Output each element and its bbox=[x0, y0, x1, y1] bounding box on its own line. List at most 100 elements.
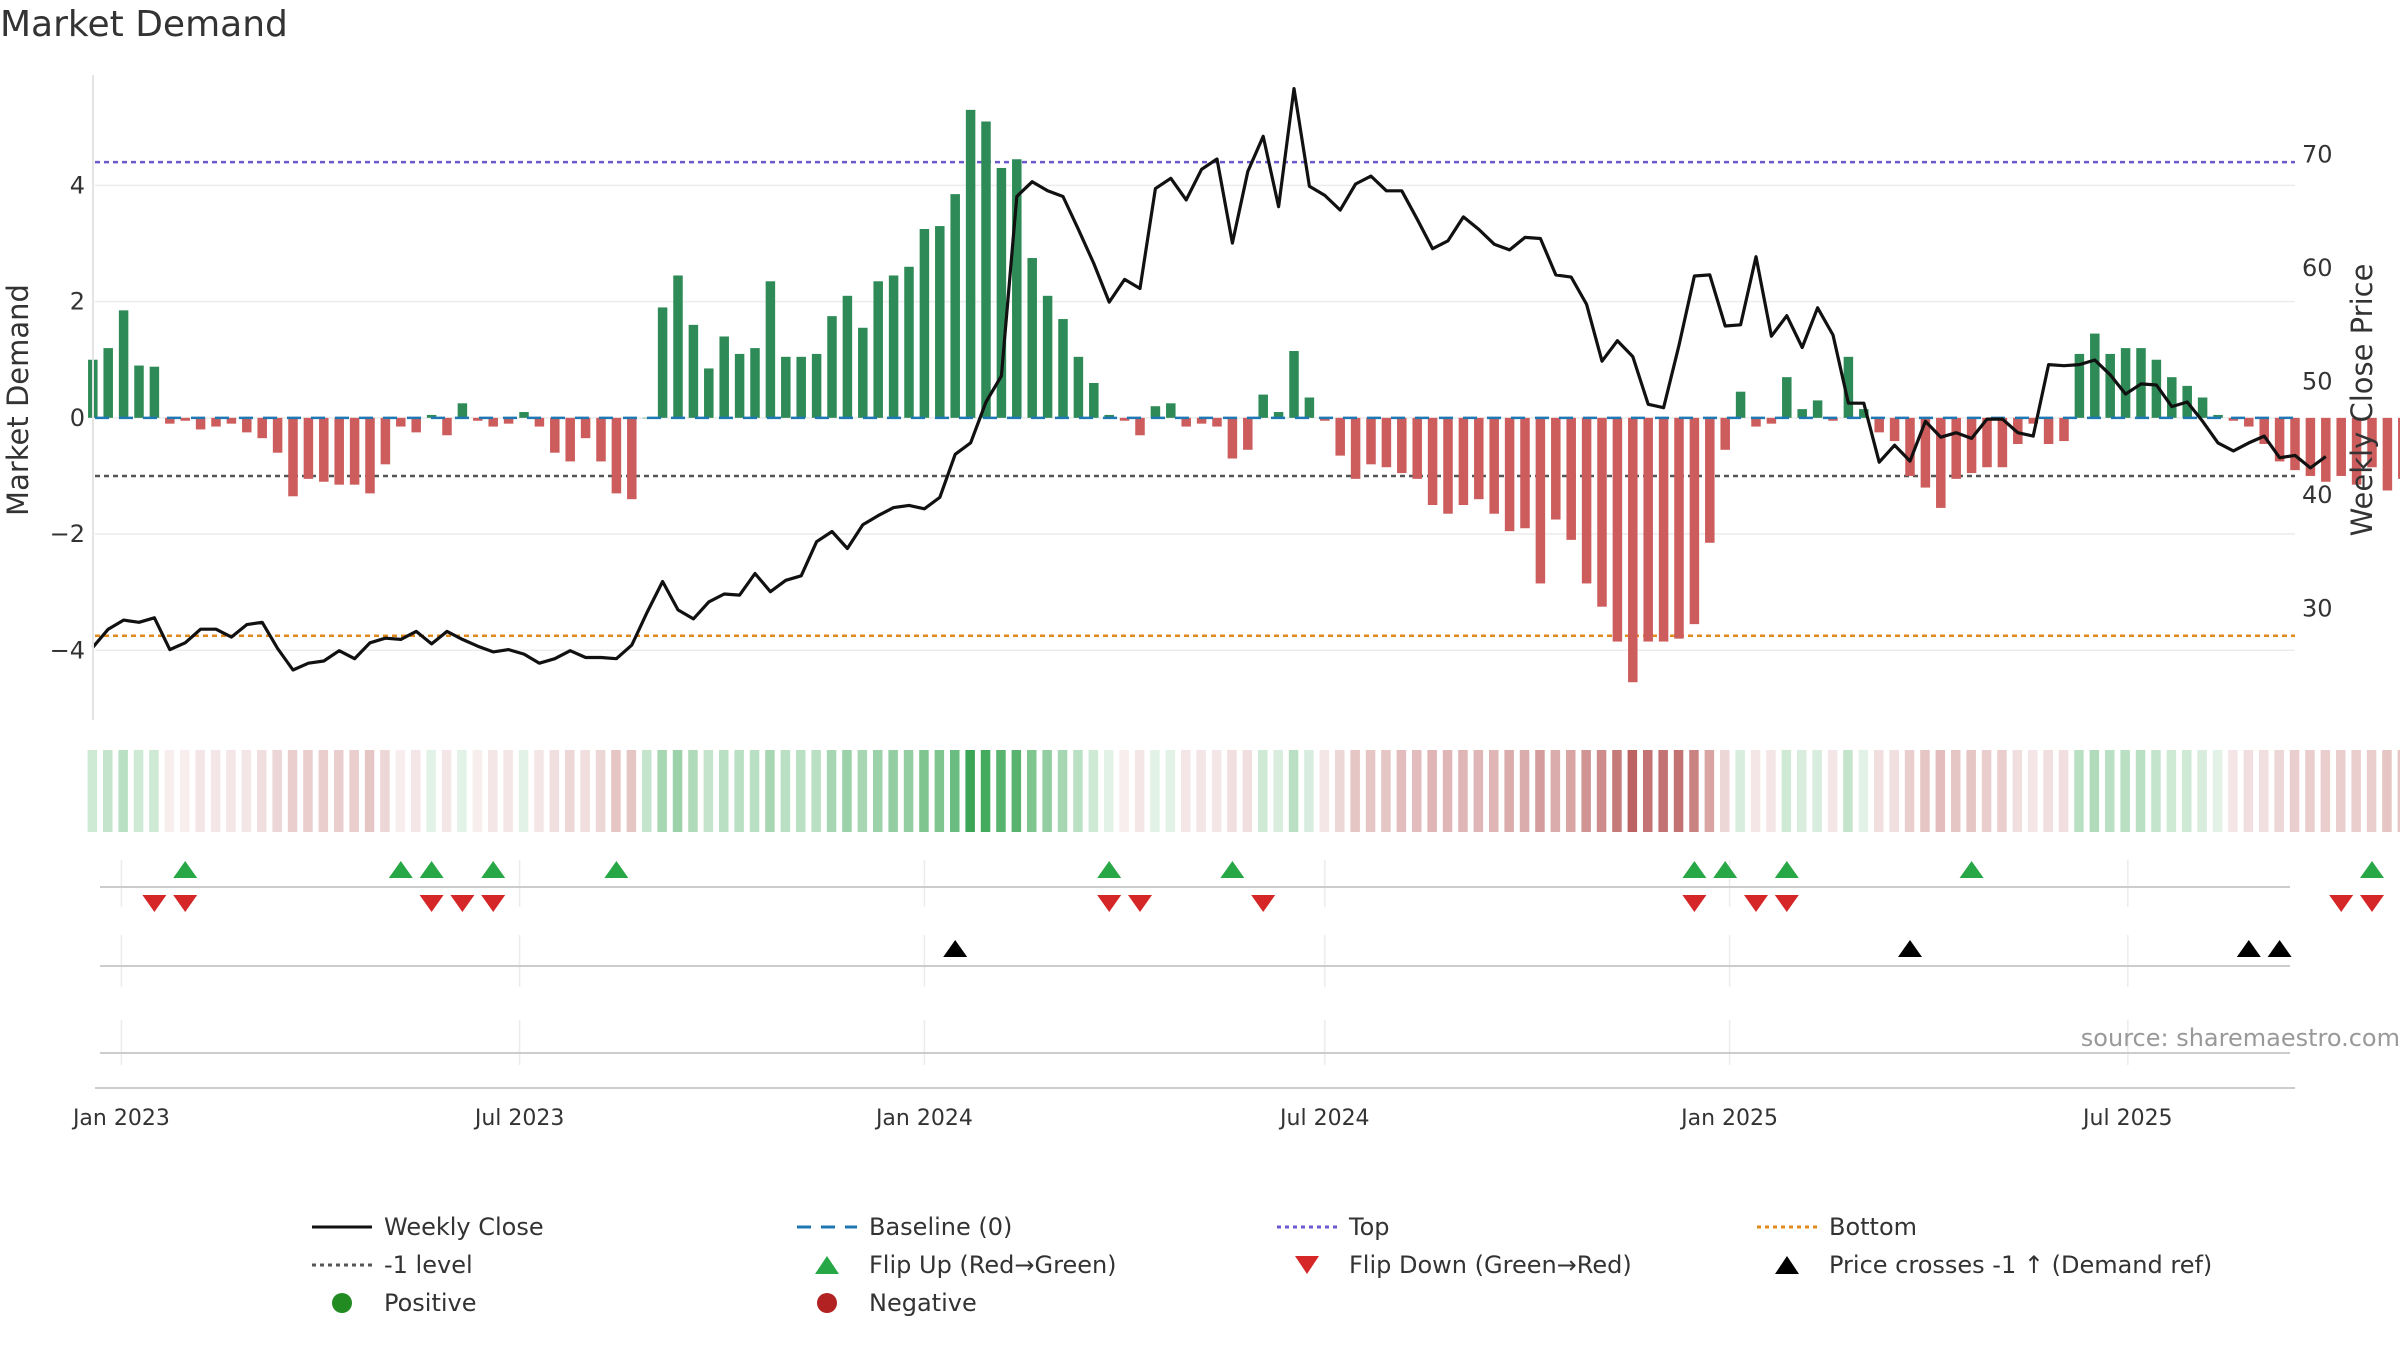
heat-cell bbox=[965, 750, 975, 832]
flip-down-marker bbox=[1097, 895, 1122, 912]
price-cross-marker bbox=[2236, 940, 2261, 957]
flip-up-marker bbox=[419, 861, 444, 878]
heat-cell bbox=[2074, 750, 2084, 832]
demand-bar bbox=[873, 281, 883, 418]
legend-item-minus1: -1 level bbox=[300, 1246, 473, 1284]
heat-cell bbox=[1889, 750, 1899, 832]
demand-bar bbox=[796, 356, 806, 418]
heat-cell bbox=[1119, 750, 1129, 832]
heat-cell bbox=[642, 750, 652, 832]
demand-bar bbox=[965, 109, 976, 418]
heat-cell bbox=[1627, 750, 1638, 832]
flip-up-marker bbox=[604, 861, 629, 878]
heat-cell bbox=[318, 750, 329, 832]
demand-bar bbox=[2244, 417, 2254, 427]
heat-cell bbox=[688, 750, 698, 832]
demand-bar bbox=[919, 228, 930, 418]
flip-down-marker bbox=[450, 895, 475, 912]
demand-bar bbox=[365, 417, 375, 494]
demand-bar bbox=[811, 353, 822, 418]
legend-item-weekly_close: Weekly Close bbox=[300, 1208, 544, 1246]
heat-cell bbox=[349, 750, 359, 832]
legend-marker bbox=[1295, 1256, 1319, 1274]
y-tick-label: −2 bbox=[50, 520, 85, 548]
demand-bar bbox=[1751, 417, 1761, 427]
demand-bar bbox=[519, 412, 529, 418]
flip-up-marker bbox=[481, 861, 506, 878]
heat-cell bbox=[226, 750, 236, 832]
demand-bar bbox=[627, 417, 637, 500]
heat-cell bbox=[980, 750, 991, 832]
heat-cell bbox=[1504, 750, 1514, 832]
heat-cell bbox=[826, 750, 837, 832]
demand-bar bbox=[1027, 258, 1037, 418]
demand-bar bbox=[2043, 417, 2054, 444]
demand-bar bbox=[1304, 397, 1315, 418]
demand-bar bbox=[1889, 417, 1900, 442]
reference-lines bbox=[95, 160, 2295, 637]
heat-cell bbox=[2043, 750, 2053, 832]
y-tick-label: 2 bbox=[70, 288, 85, 316]
demand-bar bbox=[1859, 409, 1869, 418]
demand-bar bbox=[1812, 400, 1823, 418]
heat-cell bbox=[195, 750, 205, 832]
flip-up-marker bbox=[1959, 861, 1984, 878]
flip-up-marker bbox=[1097, 861, 1122, 878]
heat-cell bbox=[2289, 750, 2300, 832]
heat-cell bbox=[1874, 750, 1884, 832]
heat-cell bbox=[1104, 750, 1114, 832]
demand-bar bbox=[719, 336, 729, 418]
heat-cell bbox=[734, 750, 744, 832]
heat-cell bbox=[364, 750, 375, 832]
demand-bar bbox=[2367, 417, 2377, 468]
demand-bar bbox=[1936, 417, 1946, 508]
demand-bar bbox=[734, 353, 745, 418]
legend-item-flip_up: Flip Up (Red→Green) bbox=[785, 1246, 1117, 1284]
heat-cell bbox=[1904, 750, 1915, 832]
heat-cell bbox=[2089, 750, 2100, 832]
demand-bar bbox=[858, 327, 868, 418]
heat-cell bbox=[1027, 750, 1037, 832]
heat-cell bbox=[1335, 750, 1345, 832]
demand-bar bbox=[765, 281, 776, 418]
legend-item-flip_down: Flip Down (Green→Red) bbox=[1265, 1246, 1632, 1284]
legend-marker bbox=[1775, 1256, 1799, 1274]
heat-cell bbox=[1458, 750, 1468, 832]
demand-bar bbox=[1104, 414, 1114, 418]
demand-bar bbox=[1920, 417, 1931, 488]
legend-label: Positive bbox=[384, 1289, 477, 1317]
y-tick-label: 4 bbox=[70, 171, 85, 199]
flip-up-marker bbox=[1682, 861, 1707, 878]
heat-cell bbox=[996, 750, 1006, 832]
demand-bar bbox=[550, 417, 560, 453]
demand-bar bbox=[1089, 382, 1099, 418]
heat-cell bbox=[1720, 750, 1730, 832]
demand-bars bbox=[88, 109, 2400, 683]
heat-cell bbox=[1057, 750, 1068, 832]
heat-cell bbox=[1735, 750, 1745, 832]
y-tick-label: 0 bbox=[70, 404, 85, 432]
heat-cell bbox=[1088, 750, 1099, 832]
demand-bar bbox=[165, 417, 175, 424]
demand-bar bbox=[2336, 417, 2346, 476]
heat-cell bbox=[1042, 750, 1052, 832]
heat-cell bbox=[595, 750, 606, 832]
demand-bar bbox=[2213, 414, 2223, 418]
demand-bar bbox=[1951, 417, 1961, 479]
heat-cell bbox=[1196, 750, 1206, 832]
price-line-group bbox=[91, 86, 2327, 672]
demand-bar bbox=[1150, 406, 1161, 418]
heat-cell bbox=[2336, 750, 2346, 832]
heat-cell bbox=[749, 750, 760, 832]
demand-bar bbox=[1196, 417, 1207, 424]
demand-bar bbox=[488, 417, 498, 427]
y2-axis-title: Weekly Close Price bbox=[2345, 264, 2379, 537]
demand-bar bbox=[288, 417, 298, 497]
heat-cell bbox=[103, 750, 113, 832]
demand-bar bbox=[1212, 417, 1222, 427]
demand-bar bbox=[211, 417, 221, 427]
demand-bar bbox=[1489, 417, 1499, 514]
demand-bar bbox=[1766, 417, 1777, 424]
legend-swatch-positive bbox=[332, 1293, 352, 1313]
heat-cell bbox=[719, 750, 729, 832]
